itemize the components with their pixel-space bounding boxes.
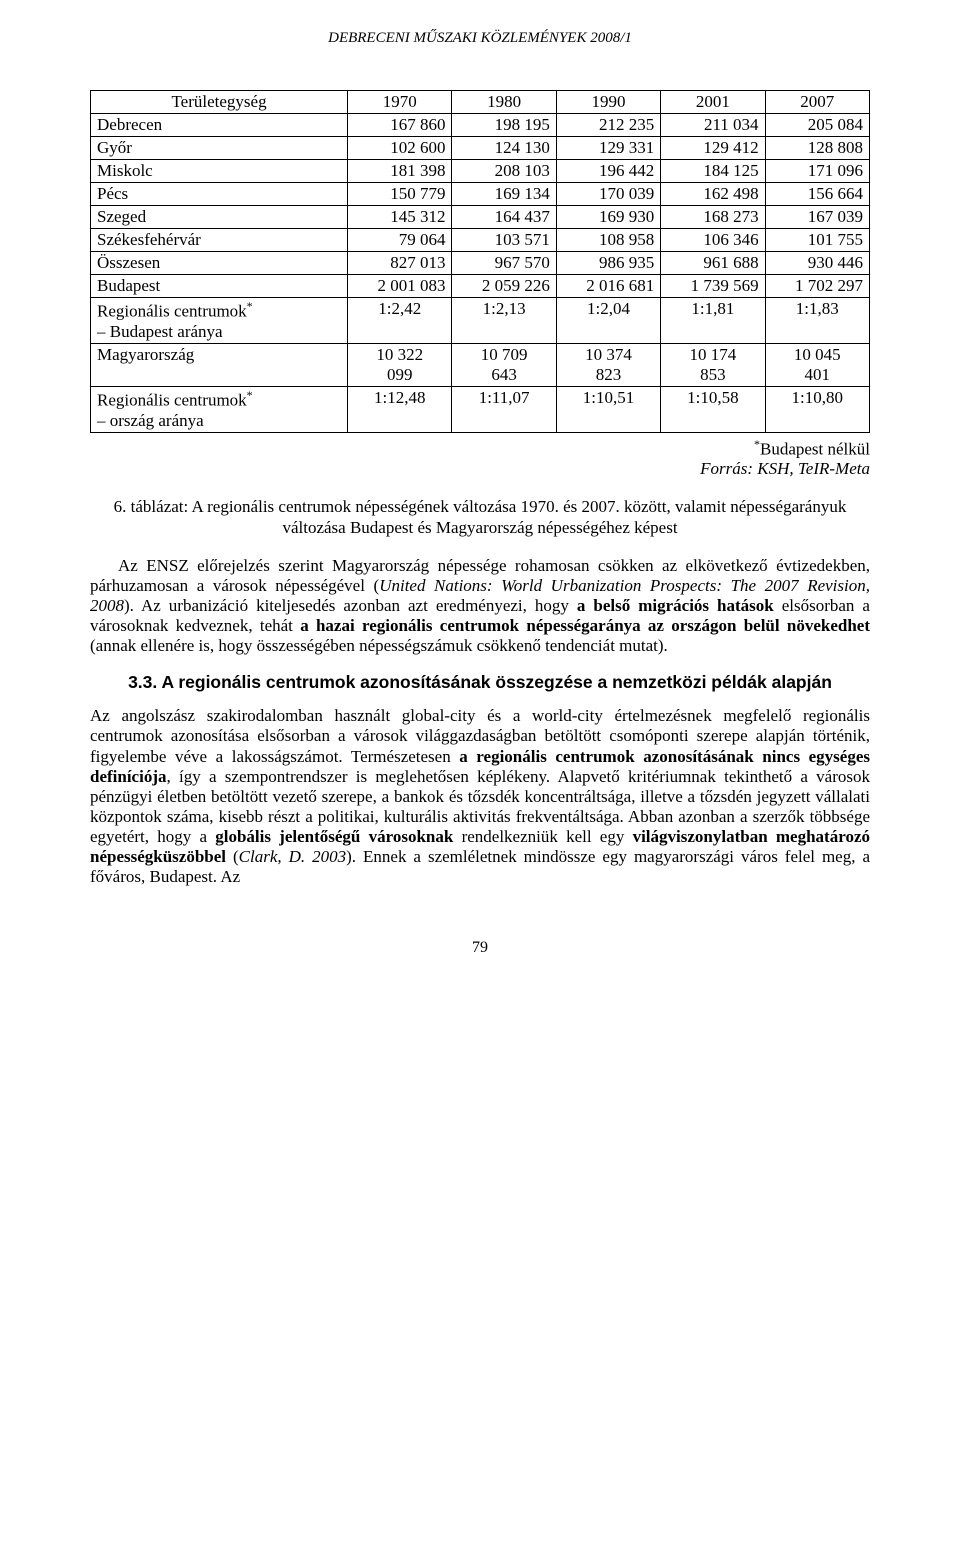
table-row: Győr102 600124 130129 331129 412128 808 (91, 136, 870, 159)
row-label: Miskolc (91, 159, 348, 182)
table-row: Regionális centrumok*– Budapest aránya1:… (91, 298, 870, 344)
cell: 2 016 681 (556, 275, 660, 298)
table-row: Miskolc181 398208 103196 442184 125171 0… (91, 159, 870, 182)
cell: 208 103 (452, 159, 556, 182)
table-row: Regionális centrumok*– ország aránya1:12… (91, 386, 870, 432)
cell: 164 437 (452, 205, 556, 228)
page-number: 79 (90, 939, 870, 958)
cell: 827 013 (348, 252, 452, 275)
row-label: Regionális centrumok*– Budapest aránya (91, 298, 348, 344)
row-label: Összesen (91, 252, 348, 275)
cell: 1:1,83 (765, 298, 869, 344)
table-header-row: Területegység 1970 1980 1990 2001 2007 (91, 90, 870, 113)
row-label: Győr (91, 136, 348, 159)
cell: 171 096 (765, 159, 869, 182)
cell: 1:1,81 (661, 298, 765, 344)
cell: 967 570 (452, 252, 556, 275)
cell: 196 442 (556, 159, 660, 182)
table-row: Budapest2 001 0832 059 2262 016 6811 739… (91, 275, 870, 298)
cell: 2 001 083 (348, 275, 452, 298)
cell: 986 935 (556, 252, 660, 275)
cell: 79 064 (348, 228, 452, 251)
cell: 1:10,51 (556, 386, 660, 432)
cell: 1:2,13 (452, 298, 556, 344)
cell: 150 779 (348, 182, 452, 205)
cell: 10 045401 (765, 343, 869, 386)
cell: 156 664 (765, 182, 869, 205)
cell: 129 331 (556, 136, 660, 159)
cell: 101 755 (765, 228, 869, 251)
row-label: Székesfehérvár (91, 228, 348, 251)
row-label: Szeged (91, 205, 348, 228)
cell: 1:2,42 (348, 298, 452, 344)
cell: 169 134 (452, 182, 556, 205)
table-footnote-1: *Budapest nélkül (90, 437, 870, 460)
cell: 1:10,80 (765, 386, 869, 432)
table-row: Magyarország10 32209910 70964310 3748231… (91, 343, 870, 386)
table-source: Forrás: KSH, TeIR-Meta (90, 459, 870, 479)
table-row: Debrecen167 860198 195212 235211 034205 … (91, 113, 870, 136)
table-caption: 6. táblázat: A regionális centrumok népe… (110, 497, 850, 537)
table-row: Összesen827 013967 570986 935961 688930 … (91, 252, 870, 275)
cell: 145 312 (348, 205, 452, 228)
row-label: Regionális centrumok*– ország aránya (91, 386, 348, 432)
footnote-text: Budapest nélkül (760, 439, 870, 458)
cell: 167 039 (765, 205, 869, 228)
row-label: Pécs (91, 182, 348, 205)
population-table: Területegység 1970 1980 1990 2001 2007 D… (90, 90, 870, 433)
cell: 129 412 (661, 136, 765, 159)
section-heading: 3.3. A regionális centrumok azonosításán… (120, 672, 840, 693)
row-label: Budapest (91, 275, 348, 298)
table-row: Székesfehérvár79 064103 571108 958106 34… (91, 228, 870, 251)
cell: 169 930 (556, 205, 660, 228)
cell: 211 034 (661, 113, 765, 136)
cell: 181 398 (348, 159, 452, 182)
col-header: 1990 (556, 90, 660, 113)
cell: 2 059 226 (452, 275, 556, 298)
cell: 1:2,04 (556, 298, 660, 344)
document-header: DEBRECENI MŰSZAKI KÖZLEMÉNYEK 2008/1 (90, 30, 870, 48)
cell: 1:10,58 (661, 386, 765, 432)
cell: 106 346 (661, 228, 765, 251)
col-header: Területegység (91, 90, 348, 113)
col-header: 1980 (452, 90, 556, 113)
cell: 1 702 297 (765, 275, 869, 298)
col-header: 2001 (661, 90, 765, 113)
table-row: Pécs150 779169 134170 039162 498156 664 (91, 182, 870, 205)
cell: 212 235 (556, 113, 660, 136)
cell: 10 709643 (452, 343, 556, 386)
cell: 10 322099 (348, 343, 452, 386)
cell: 10 374823 (556, 343, 660, 386)
paragraph-1: Az ENSZ előrejelzés szerint Magyarország… (90, 556, 870, 656)
col-header: 1970 (348, 90, 452, 113)
row-label: Magyarország (91, 343, 348, 386)
row-label: Debrecen (91, 113, 348, 136)
cell: 184 125 (661, 159, 765, 182)
cell: 167 860 (348, 113, 452, 136)
cell: 1 739 569 (661, 275, 765, 298)
table-row: Szeged145 312164 437169 930168 273167 03… (91, 205, 870, 228)
cell: 162 498 (661, 182, 765, 205)
cell: 1:11,07 (452, 386, 556, 432)
cell: 128 808 (765, 136, 869, 159)
paragraph-2: Az angolszász szakirodalomban használt g… (90, 706, 870, 886)
cell: 961 688 (661, 252, 765, 275)
cell: 108 958 (556, 228, 660, 251)
col-header: 2007 (765, 90, 869, 113)
cell: 930 446 (765, 252, 869, 275)
cell: 168 273 (661, 205, 765, 228)
cell: 102 600 (348, 136, 452, 159)
cell: 124 130 (452, 136, 556, 159)
cell: 1:12,48 (348, 386, 452, 432)
cell: 198 195 (452, 113, 556, 136)
cell: 170 039 (556, 182, 660, 205)
cell: 103 571 (452, 228, 556, 251)
cell: 10 174853 (661, 343, 765, 386)
cell: 205 084 (765, 113, 869, 136)
